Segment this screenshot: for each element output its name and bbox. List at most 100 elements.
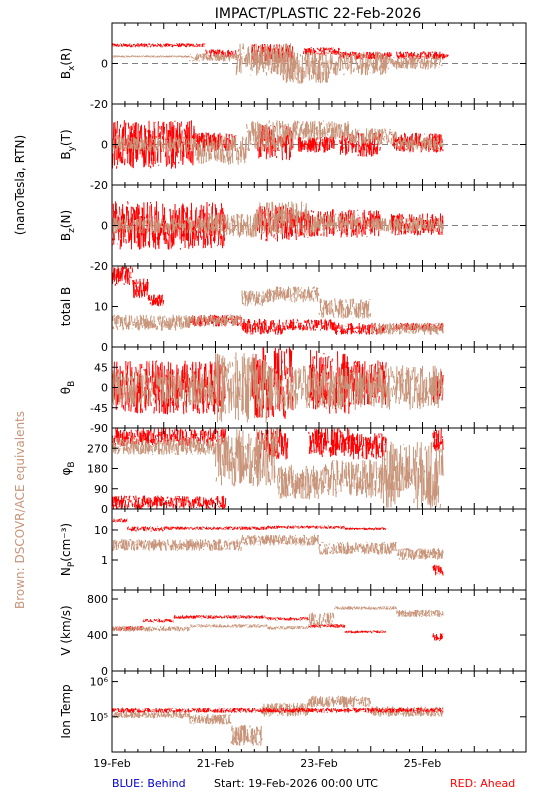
data-segment-dscovr-4	[396, 548, 444, 561]
data-segment-dscovr-1	[189, 713, 232, 725]
series-ahead	[112, 428, 444, 509]
data-segment-ahead-1	[132, 278, 149, 298]
y-tick-label: -45	[90, 402, 108, 415]
panel-np-ylabel: NP(cm⁻³)	[59, 523, 77, 576]
data-segment-ahead-5	[344, 630, 387, 634]
y-tick-label: 0	[101, 220, 108, 233]
data-segment-ahead-5	[432, 564, 444, 576]
panel-btot-data	[112, 266, 444, 335]
data-segment-dscovr-3	[308, 612, 335, 627]
y-tick-label: 10⁶	[90, 676, 109, 689]
panel-frame	[111, 265, 527, 348]
data-segment-ahead-2	[147, 294, 165, 307]
x-tick-label: 19-Feb	[93, 757, 130, 770]
data-segment-ahead-4	[349, 433, 387, 460]
panel-bx-data	[112, 43, 526, 84]
brown-note: Brown: DSCOVR/ACE equivalents	[13, 411, 27, 609]
series-dscovr	[112, 428, 444, 509]
panel-phi-ylabel: φB	[59, 461, 77, 475]
panel-by: 0 -20 By(T)	[59, 103, 527, 192]
y-tick-label: 0	[101, 382, 108, 395]
data-segment-dscovr-5	[396, 609, 444, 618]
data-segment-dscovr-2	[277, 464, 330, 500]
data-segment-dscovr-1	[194, 136, 247, 165]
data-segment-dscovr-4	[308, 695, 372, 708]
y-tick-label: 800	[87, 593, 108, 606]
ylabel-main: B	[59, 151, 73, 159]
data-segment-ahead-1	[142, 618, 175, 623]
panel-bz-data	[112, 201, 526, 250]
panel-frame	[111, 589, 527, 672]
data-segment-dscovr-2	[266, 364, 320, 410]
ylabel-tail: (cm⁻³)	[59, 523, 73, 562]
data-segment-dscovr-1	[204, 213, 258, 238]
data-segment-dscovr-5	[396, 136, 444, 151]
ylabel-sub: x	[67, 65, 77, 71]
data-segment-dscovr-0	[112, 314, 190, 331]
data-segment-dscovr-2	[266, 625, 309, 630]
footer-start: Start: 19-Feb-2026 00:00 UTC	[214, 777, 378, 790]
data-segment-dscovr-2	[230, 724, 263, 746]
data-segment-ahead-1	[112, 495, 227, 509]
series-dscovr	[112, 286, 444, 335]
y-tick-label: -20	[90, 260, 108, 273]
data-segment-dscovr-5	[370, 322, 444, 335]
y-tick-label: 400	[87, 629, 108, 642]
y-tick-label: 1	[101, 554, 108, 567]
y-tick-label: -20	[90, 179, 108, 192]
data-segment-ahead-3	[266, 616, 309, 621]
data-segment-ahead-2	[163, 526, 268, 531]
data-segment-ahead-0	[112, 43, 206, 48]
ylabel-sub: B	[67, 461, 77, 467]
data-segment-ahead-5	[432, 428, 444, 452]
data-segment-dscovr-2	[256, 201, 309, 236]
y-tick-label: -20	[90, 98, 108, 111]
footer-behind: BLUE: Behind	[112, 777, 186, 790]
data-segment-ahead-3	[303, 46, 341, 56]
panel-bx: 0 -20 Bx(R)	[59, 22, 527, 111]
data-segment-ahead-2	[173, 614, 268, 620]
series-ahead	[112, 518, 444, 576]
x-tick-label: 25-Feb	[404, 757, 441, 770]
data-segment-dscovr-3	[328, 459, 382, 498]
data-segment-dscovr-4	[318, 298, 372, 319]
data-segment-dscovr-2	[240, 534, 320, 546]
panel-bx-ylabel: Bx(R)	[59, 48, 77, 79]
y-tick-label: 180	[87, 463, 108, 476]
data-segment-dscovr-3	[266, 286, 320, 303]
data-segment-ahead-1	[127, 526, 164, 532]
data-segment-dscovr-3	[318, 541, 397, 555]
panel-btot: 0 10 total B	[59, 265, 527, 354]
panel-temp: 10⁶ 10⁵ Ion Temp 19-Feb 21-Feb 23-Feb 25-Feb	[59, 670, 527, 770]
data-segment-ahead-0	[112, 266, 134, 287]
data-segment-ahead-5	[282, 318, 335, 331]
data-segment-ahead-4	[241, 318, 284, 335]
panel-np: 10 1 NP(cm⁻³)	[59, 508, 527, 591]
data-segment-ahead-4	[391, 213, 444, 236]
data-segment-ahead-6	[432, 633, 444, 642]
data-segment-dscovr-4	[359, 217, 444, 232]
data-segment-dscovr-1	[215, 352, 268, 423]
ylabel-main: φ	[59, 468, 73, 476]
y-tick-label: 0	[101, 503, 108, 516]
y-tick-label: 0	[101, 341, 108, 354]
series-dscovr	[112, 605, 444, 632]
ylabel-main: N	[59, 567, 73, 576]
panel-temp-ylabel: Ion Temp	[59, 684, 73, 738]
data-segment-ahead-4	[344, 527, 387, 531]
panel-v-data	[112, 605, 444, 642]
data-segment-dscovr-2	[241, 290, 268, 307]
panel-theta-ylabel: θB	[59, 381, 77, 395]
ylabel-tail: (N)	[59, 210, 73, 228]
series-dscovr	[112, 695, 444, 746]
data-segment-dscovr-3	[318, 364, 444, 410]
panel-v: 800 400 0 V (km/s)	[59, 589, 527, 678]
y-tick-label: 45	[94, 361, 108, 374]
data-segment-dscovr-6	[437, 57, 444, 68]
series-dscovr	[112, 534, 444, 561]
ylabel-tail: (T)	[59, 129, 73, 146]
y-tick-label: 270	[87, 442, 108, 455]
data-segment-dscovr-4	[349, 128, 397, 145]
x-tick-label: 21-Feb	[197, 757, 234, 770]
